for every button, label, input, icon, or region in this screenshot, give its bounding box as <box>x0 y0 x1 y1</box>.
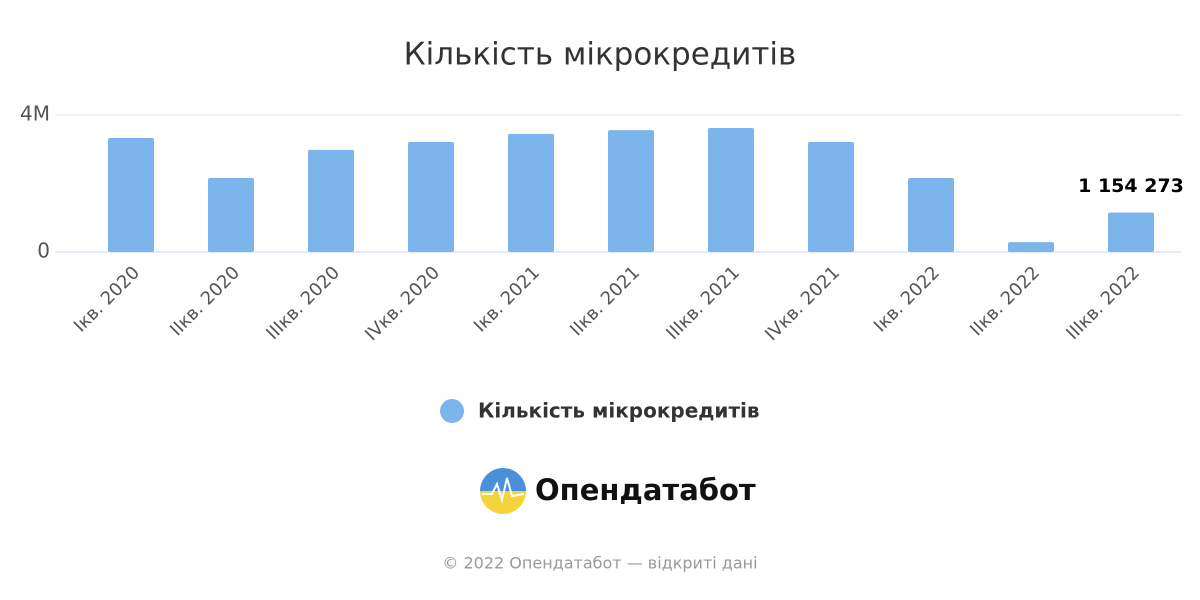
logo-icon <box>480 468 526 514</box>
x-tick-label: Iкв. 2022 <box>870 262 944 336</box>
bar <box>108 137 154 252</box>
legend-marker <box>440 399 464 423</box>
chart-title: Кількість мікрокредитів <box>404 37 797 73</box>
bar <box>908 178 954 252</box>
x-tick-label: Iкв. 2021 <box>470 262 544 336</box>
bar <box>408 142 454 252</box>
bar <box>1108 212 1154 252</box>
bar <box>708 128 754 252</box>
legend-label[interactable]: Кількість мікрокредитів <box>478 399 760 423</box>
bar <box>808 142 854 252</box>
x-tick-label: IIIкв. 2020 <box>262 262 344 344</box>
x-tick-label: IIIкв. 2022 <box>1062 262 1144 344</box>
bar <box>508 133 554 252</box>
bar <box>608 130 654 252</box>
bar <box>208 178 254 252</box>
x-tick-label: Iкв. 2020 <box>70 262 144 336</box>
x-tick-label: IIкв. 2020 <box>166 262 244 340</box>
x-tick-label: IVкв. 2021 <box>761 262 844 345</box>
footer: © 2022 Опендатабот — відкриті дані <box>442 554 757 573</box>
x-tick-label: IIкв. 2022 <box>966 262 1044 340</box>
x-tick-label: IVкв. 2020 <box>361 262 444 345</box>
bar <box>308 149 354 252</box>
y-tick-label: 0 <box>37 239 50 263</box>
data-label: 1 154 273 <box>1078 175 1184 197</box>
logo-pulse <box>482 477 525 504</box>
logo-text: Опендатабот <box>535 473 756 507</box>
y-tick-label: 4M <box>20 102 50 126</box>
x-tick-label: IIIкв. 2021 <box>662 262 744 344</box>
x-tick-label: IIкв. 2021 <box>566 262 644 340</box>
bar <box>1008 242 1054 252</box>
